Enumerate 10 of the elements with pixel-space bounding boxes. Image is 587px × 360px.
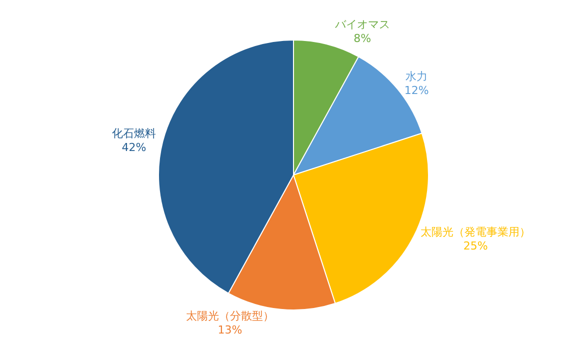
data-label: 12% [404,84,429,98]
slice-label: 化石燃料 [112,126,156,140]
slice-label: 太陽光（発電事業用） [420,225,531,238]
slice-label: 水力 [406,70,428,83]
data-label: 25% [463,240,488,253]
data-label: 42% [122,141,146,154]
data-label: 13% [218,324,242,337]
slice-label: バイオマス [334,18,390,31]
slice-label: 太陽光（分散型） [186,309,274,322]
data-label: 8% [354,32,372,46]
